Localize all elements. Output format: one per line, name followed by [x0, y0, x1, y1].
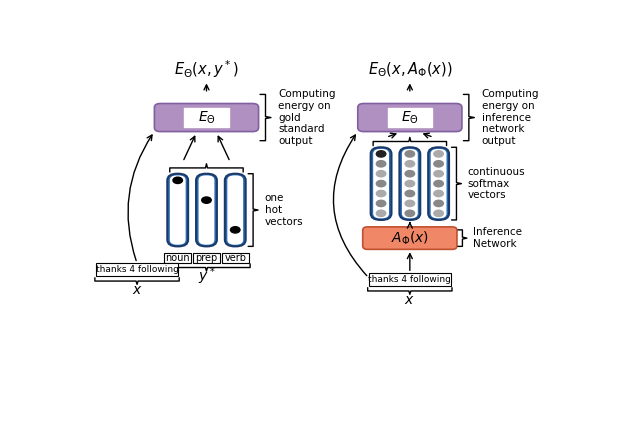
FancyBboxPatch shape — [196, 174, 217, 246]
Circle shape — [376, 210, 386, 217]
FancyBboxPatch shape — [399, 147, 420, 220]
Circle shape — [202, 207, 211, 213]
Text: $A_{\Phi}(x)$: $A_{\Phi}(x)$ — [391, 230, 429, 247]
Bar — [388, 109, 432, 127]
Text: thanks 4 following: thanks 4 following — [95, 265, 179, 274]
Circle shape — [405, 160, 415, 167]
Bar — [184, 109, 229, 127]
FancyBboxPatch shape — [371, 147, 392, 220]
FancyBboxPatch shape — [154, 103, 259, 132]
Circle shape — [405, 190, 415, 196]
Circle shape — [230, 237, 240, 243]
Circle shape — [173, 207, 182, 213]
Circle shape — [173, 217, 182, 223]
Circle shape — [202, 197, 211, 203]
Circle shape — [202, 217, 211, 223]
Circle shape — [173, 237, 182, 243]
Bar — [164, 253, 191, 263]
Text: $E_{\Theta}$: $E_{\Theta}$ — [198, 109, 216, 126]
FancyBboxPatch shape — [358, 103, 462, 132]
Circle shape — [202, 177, 211, 184]
FancyBboxPatch shape — [428, 147, 449, 220]
Circle shape — [202, 237, 211, 243]
Text: $y^*$: $y^*$ — [198, 266, 215, 287]
Text: $E_{\Theta}$: $E_{\Theta}$ — [401, 109, 419, 126]
Circle shape — [405, 210, 415, 217]
Text: verb: verb — [224, 253, 246, 263]
FancyBboxPatch shape — [170, 175, 186, 245]
Circle shape — [173, 177, 182, 184]
Circle shape — [173, 227, 182, 233]
Circle shape — [230, 187, 240, 193]
Text: one
hot
vectors: one hot vectors — [264, 193, 303, 227]
Text: Computing
energy on
inference
network
output: Computing energy on inference network ou… — [482, 89, 540, 146]
Circle shape — [405, 151, 415, 157]
FancyBboxPatch shape — [225, 174, 246, 246]
Circle shape — [202, 187, 211, 193]
Text: $x$: $x$ — [132, 283, 142, 297]
Bar — [193, 253, 220, 263]
Circle shape — [376, 190, 386, 196]
Text: $E_{\Theta}(x, y^*)$: $E_{\Theta}(x, y^*)$ — [174, 59, 239, 81]
Circle shape — [230, 227, 240, 233]
Text: continuous
softmax
vectors: continuous softmax vectors — [468, 167, 525, 200]
Circle shape — [230, 177, 240, 184]
Circle shape — [376, 181, 386, 187]
Circle shape — [173, 197, 182, 203]
Text: Computing
energy on
gold
standard
output: Computing energy on gold standard output — [278, 89, 336, 146]
Text: $E_{\Theta}(x, A_{\Phi}(x))$: $E_{\Theta}(x, A_{\Phi}(x))$ — [367, 60, 452, 79]
Circle shape — [434, 190, 444, 196]
Circle shape — [376, 200, 386, 207]
Text: prep: prep — [195, 253, 218, 263]
Circle shape — [230, 207, 240, 213]
FancyBboxPatch shape — [363, 227, 457, 249]
Circle shape — [230, 197, 240, 203]
Text: $x$: $x$ — [404, 293, 415, 307]
Circle shape — [173, 187, 182, 193]
Circle shape — [434, 171, 444, 177]
Circle shape — [434, 160, 444, 167]
Circle shape — [376, 171, 386, 177]
FancyBboxPatch shape — [167, 174, 188, 246]
Circle shape — [405, 200, 415, 207]
Circle shape — [230, 217, 240, 223]
FancyBboxPatch shape — [373, 149, 389, 218]
Circle shape — [434, 200, 444, 207]
Circle shape — [202, 227, 211, 233]
Circle shape — [405, 171, 415, 177]
Bar — [96, 263, 178, 276]
Circle shape — [434, 181, 444, 187]
Circle shape — [376, 160, 386, 167]
FancyBboxPatch shape — [227, 175, 243, 245]
FancyBboxPatch shape — [431, 149, 447, 218]
Text: Inference
Network: Inference Network — [474, 227, 522, 249]
Circle shape — [434, 151, 444, 157]
FancyBboxPatch shape — [198, 175, 214, 245]
Circle shape — [434, 210, 444, 217]
FancyBboxPatch shape — [402, 149, 418, 218]
Text: thanks 4 following: thanks 4 following — [369, 275, 451, 284]
Bar — [369, 273, 451, 286]
Text: noun: noun — [165, 253, 190, 263]
Bar — [221, 253, 249, 263]
Circle shape — [405, 181, 415, 187]
Circle shape — [376, 151, 386, 157]
